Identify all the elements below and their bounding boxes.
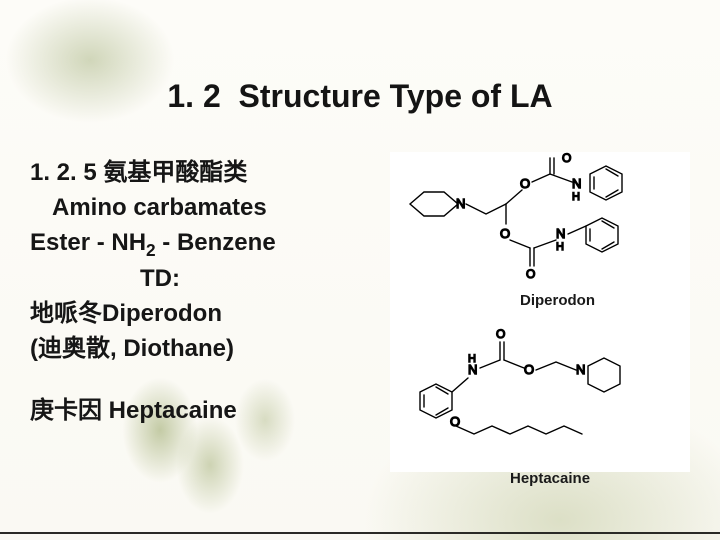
svg-text:O: O xyxy=(562,152,571,165)
svg-text:H: H xyxy=(556,241,564,253)
heptacaine-structure: O N H O O N xyxy=(420,327,620,434)
line-3a: Ester - NH xyxy=(30,229,146,256)
svg-text:O: O xyxy=(500,226,510,241)
line-4: TD: xyxy=(30,262,276,297)
structure-svg: N O O N H O xyxy=(390,152,690,472)
svg-text:N: N xyxy=(576,362,585,377)
svg-text:N: N xyxy=(556,226,565,241)
line-5: 地哌冬Diperodon xyxy=(30,297,276,332)
line-3-sub: 2 xyxy=(146,239,156,259)
svg-text:O: O xyxy=(524,362,534,377)
line-3: Ester - NH2 - Benzene xyxy=(30,226,276,263)
diperodon-structure: N O O N H O xyxy=(410,152,622,281)
line-2: Amino carbamates xyxy=(30,191,276,226)
heptacaine-label: Heptacaine xyxy=(510,470,590,487)
line-3b: - Benzene xyxy=(156,229,276,256)
svg-text:O: O xyxy=(496,327,505,341)
line-7: 庚卡因 Heptacaine xyxy=(30,390,237,425)
svg-text:O: O xyxy=(520,176,530,191)
line-6: (迪奥散, Diothane) xyxy=(30,332,276,367)
slide-content: 1. 2 Structure Type of LA 1. 2. 5 氨基甲酸酯类… xyxy=(0,0,720,540)
svg-text:O: O xyxy=(526,267,535,281)
svg-text:H: H xyxy=(468,353,476,365)
body-text: 1. 2. 5 氨基甲酸酯类 Amino carbamates Ester - … xyxy=(30,156,276,367)
diperodon-label: Diperodon xyxy=(520,292,595,309)
svg-text:N: N xyxy=(572,176,581,191)
chemistry-panel: N O O N H O xyxy=(390,152,690,472)
svg-text:H: H xyxy=(572,191,580,203)
slide-title: 1. 2 Structure Type of LA xyxy=(0,78,720,115)
line-1: 1. 2. 5 氨基甲酸酯类 xyxy=(30,156,276,191)
svg-text:N: N xyxy=(456,196,465,211)
